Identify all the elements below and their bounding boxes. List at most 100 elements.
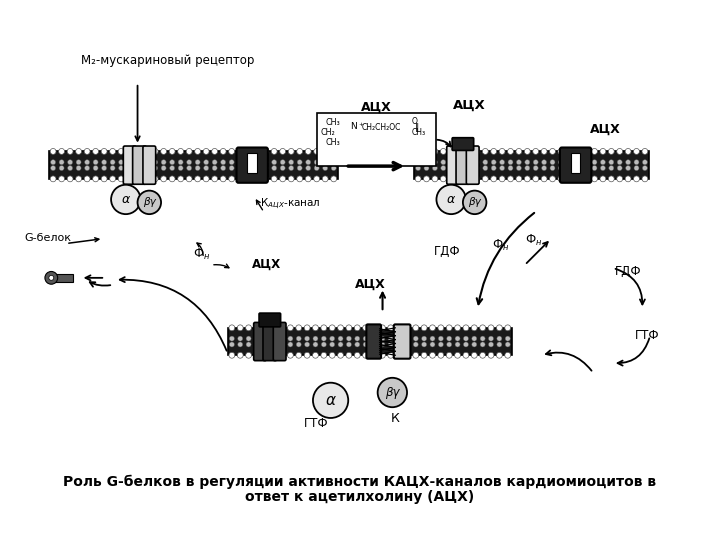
Circle shape (430, 342, 435, 347)
Circle shape (110, 160, 115, 165)
Circle shape (549, 148, 555, 154)
Circle shape (592, 166, 597, 171)
Circle shape (433, 160, 437, 165)
Circle shape (296, 352, 302, 358)
Circle shape (338, 352, 343, 358)
Circle shape (550, 160, 555, 165)
Text: АЦХ: АЦХ (252, 258, 282, 271)
Circle shape (559, 166, 563, 171)
Text: К: К (391, 412, 400, 425)
Circle shape (455, 342, 460, 347)
Circle shape (135, 166, 140, 171)
Circle shape (413, 342, 418, 347)
Circle shape (305, 176, 311, 182)
Circle shape (323, 176, 328, 182)
Circle shape (238, 166, 243, 171)
Text: К$_{АЦХ}$-канал: К$_{АЦХ}$-канал (260, 197, 320, 211)
Circle shape (118, 148, 124, 154)
Circle shape (330, 148, 337, 154)
Circle shape (271, 342, 276, 347)
Text: $\mathregular{N^+}$: $\mathregular{N^+}$ (350, 120, 365, 132)
Circle shape (102, 160, 107, 165)
Text: АЦХ: АЦХ (590, 123, 621, 136)
Circle shape (204, 160, 209, 165)
Circle shape (600, 148, 606, 154)
Circle shape (220, 166, 225, 171)
Circle shape (313, 336, 318, 341)
Circle shape (524, 176, 530, 182)
Circle shape (466, 160, 471, 165)
Circle shape (500, 160, 505, 165)
Circle shape (466, 176, 472, 182)
Circle shape (592, 148, 598, 154)
Circle shape (430, 325, 436, 331)
Circle shape (178, 176, 184, 182)
Circle shape (455, 336, 460, 341)
Circle shape (254, 325, 260, 331)
Circle shape (438, 352, 444, 358)
Circle shape (405, 325, 410, 331)
Circle shape (541, 160, 546, 165)
Text: G-белок: G-белок (24, 233, 72, 242)
Circle shape (441, 166, 446, 171)
Circle shape (330, 342, 335, 347)
Circle shape (313, 342, 318, 347)
FancyBboxPatch shape (253, 322, 266, 361)
FancyBboxPatch shape (274, 322, 286, 361)
Circle shape (575, 148, 580, 154)
Circle shape (93, 160, 98, 165)
Circle shape (314, 148, 320, 154)
Circle shape (50, 160, 55, 165)
Text: Роль G-белков в регуляции активности КАЦХ-каналов кардиомиоцитов в: Роль G-белков в регуляции активности КАЦ… (63, 475, 657, 489)
Circle shape (534, 160, 538, 165)
Circle shape (496, 352, 503, 358)
Text: ‖: ‖ (415, 123, 419, 132)
Circle shape (254, 342, 259, 347)
Circle shape (153, 166, 158, 171)
Circle shape (212, 166, 217, 171)
Circle shape (380, 342, 384, 347)
Circle shape (508, 160, 513, 165)
Circle shape (338, 336, 343, 341)
Circle shape (617, 160, 622, 165)
Circle shape (559, 160, 563, 165)
Circle shape (505, 336, 510, 341)
Circle shape (516, 166, 521, 171)
Circle shape (463, 191, 487, 214)
Circle shape (329, 325, 335, 331)
Circle shape (93, 166, 98, 171)
Circle shape (491, 160, 496, 165)
Circle shape (600, 160, 606, 165)
Circle shape (186, 176, 192, 182)
Circle shape (567, 176, 572, 182)
Circle shape (533, 148, 539, 154)
Circle shape (415, 176, 421, 182)
Text: CH₃: CH₃ (325, 138, 341, 146)
Circle shape (363, 342, 368, 347)
FancyBboxPatch shape (132, 146, 146, 184)
Circle shape (433, 166, 437, 171)
Circle shape (458, 166, 462, 171)
Circle shape (438, 325, 444, 331)
Text: Ф$_{н}$: Ф$_{н}$ (525, 233, 542, 248)
Circle shape (497, 342, 502, 347)
Circle shape (463, 352, 469, 358)
Circle shape (262, 325, 269, 331)
Circle shape (338, 325, 343, 331)
Circle shape (372, 342, 377, 347)
Circle shape (617, 176, 623, 182)
FancyBboxPatch shape (317, 113, 436, 166)
Circle shape (346, 325, 352, 331)
Circle shape (144, 148, 150, 154)
Circle shape (212, 160, 217, 165)
Circle shape (304, 325, 310, 331)
Circle shape (279, 336, 284, 341)
FancyBboxPatch shape (263, 322, 276, 361)
Circle shape (642, 148, 648, 154)
Circle shape (76, 176, 81, 182)
Circle shape (229, 166, 234, 171)
Circle shape (127, 148, 132, 154)
FancyBboxPatch shape (452, 138, 474, 151)
Circle shape (488, 342, 493, 347)
Circle shape (480, 336, 485, 341)
